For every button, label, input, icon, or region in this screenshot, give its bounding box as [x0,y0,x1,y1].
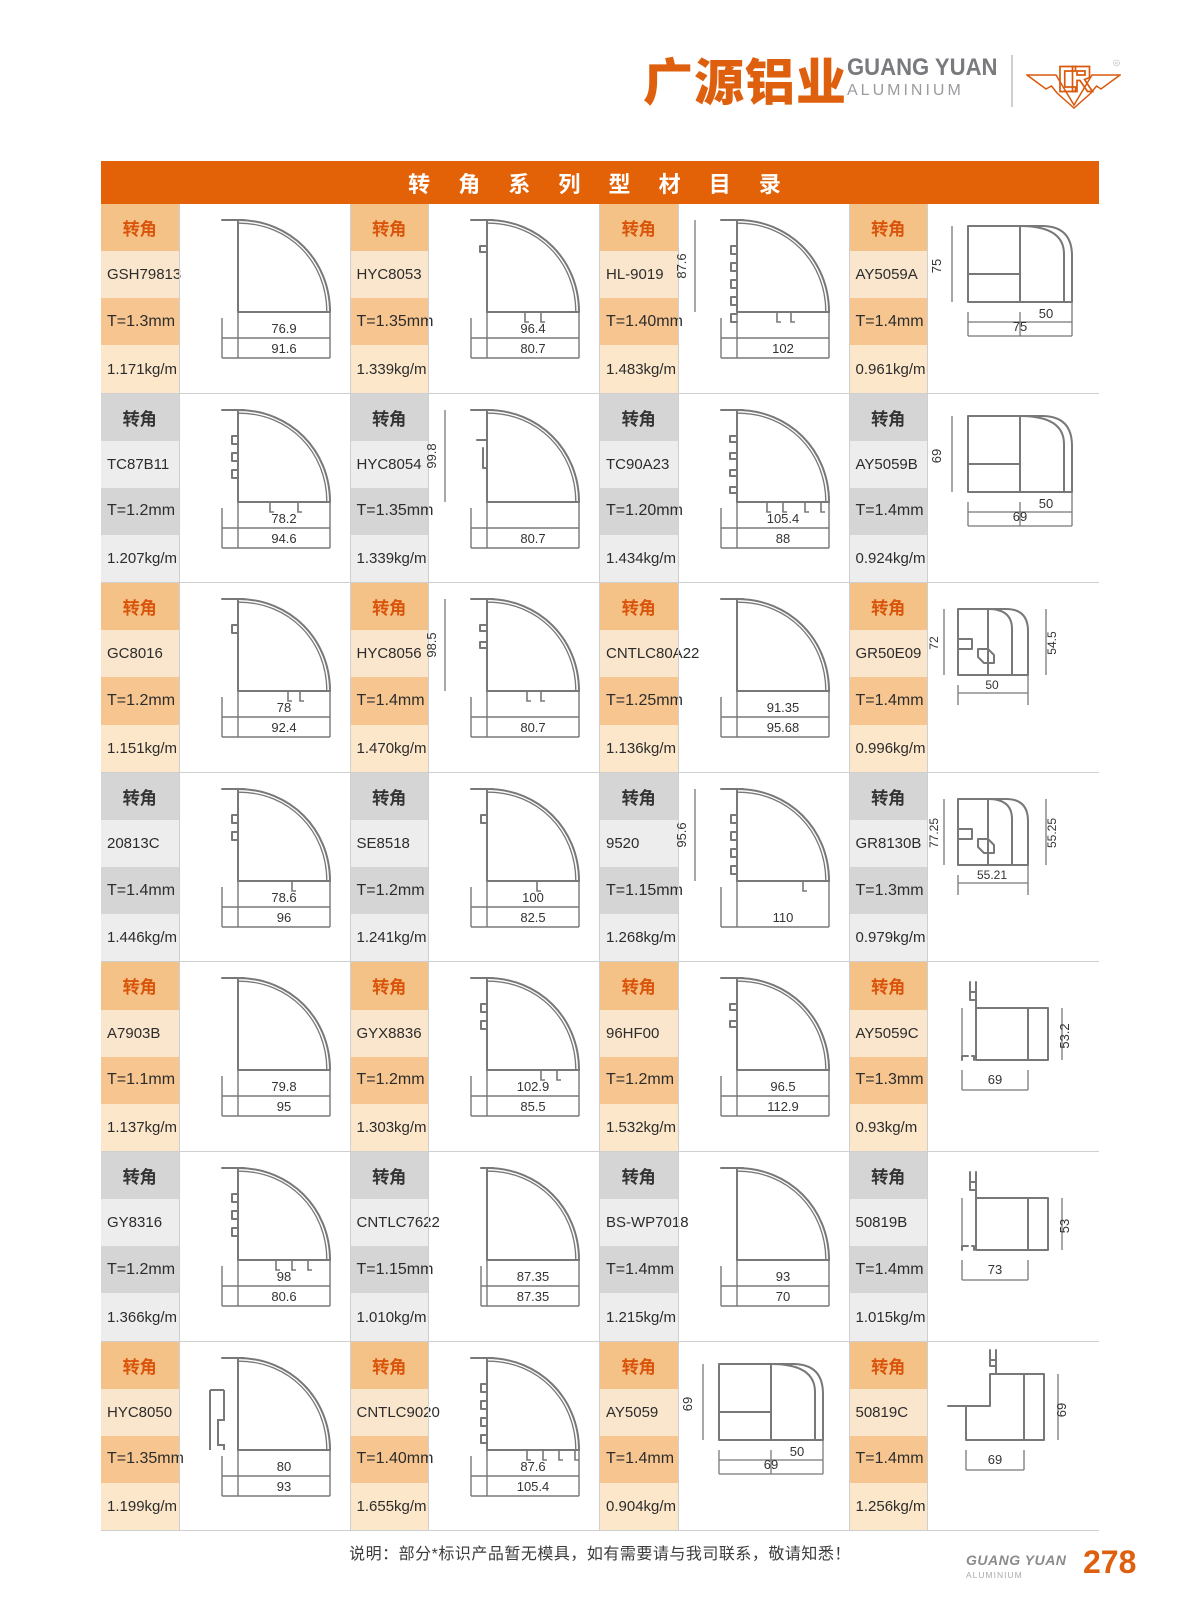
svg-text:69: 69 [680,1396,695,1410]
svg-text:87.35: 87.35 [517,1269,550,1284]
svg-text:98: 98 [276,1269,290,1284]
svg-text:87.35: 87.35 [517,1289,550,1304]
svg-text:93: 93 [775,1269,789,1284]
svg-text:80.7: 80.7 [520,720,545,735]
svg-text:95.6: 95.6 [674,822,689,847]
svg-text:50: 50 [789,1444,803,1459]
svg-text:75: 75 [1013,319,1027,334]
svg-text:76.9: 76.9 [271,321,296,336]
svg-text:54.5: 54.5 [1045,631,1059,655]
svg-text:98.5: 98.5 [424,633,439,658]
svg-text:92.4: 92.4 [271,720,296,735]
svg-text:50: 50 [1039,306,1053,321]
svg-text:99.8: 99.8 [424,443,439,468]
svg-text:73: 73 [988,1262,1002,1277]
svg-text:80.7: 80.7 [520,341,545,356]
svg-text:112.9: 112.9 [767,1099,799,1114]
svg-text:78.2: 78.2 [271,511,296,526]
svg-text:110: 110 [772,910,793,925]
svg-text:105.4: 105.4 [517,1479,550,1494]
svg-text:80: 80 [276,1459,290,1474]
svg-text:100: 100 [522,890,544,905]
svg-text:87.6: 87.6 [520,1459,545,1474]
svg-text:55.21: 55.21 [977,868,1007,882]
svg-text:78: 78 [276,700,290,715]
svg-text:102.9: 102.9 [517,1079,550,1094]
svg-text:69: 69 [1013,509,1027,524]
svg-text:91.35: 91.35 [766,700,799,715]
svg-text:95.68: 95.68 [766,720,799,735]
svg-text:R: R [1115,62,1118,66]
svg-text:50: 50 [1039,496,1053,511]
svg-text:85.5: 85.5 [520,1099,545,1114]
svg-text:78.6: 78.6 [271,890,296,905]
svg-text:69: 69 [763,1457,777,1472]
svg-text:69: 69 [1054,1402,1069,1416]
svg-text:102: 102 [772,341,794,356]
svg-text:94.6: 94.6 [271,531,296,546]
svg-text:91.6: 91.6 [271,341,296,356]
svg-text:69: 69 [988,1452,1002,1467]
svg-text:96.5: 96.5 [770,1079,795,1094]
svg-text:80.7: 80.7 [520,531,545,546]
svg-text:95: 95 [276,1099,290,1114]
svg-text:87.6: 87.6 [674,253,689,278]
svg-text:69: 69 [988,1072,1002,1087]
svg-text:88: 88 [775,531,789,546]
svg-text:72: 72 [927,636,941,650]
svg-text:53: 53 [1057,1219,1072,1233]
svg-text:80.6: 80.6 [271,1289,296,1304]
svg-text:79.8: 79.8 [271,1079,296,1094]
svg-text:55.25: 55.25 [1045,817,1059,847]
svg-text:50: 50 [985,678,999,692]
svg-text:105.4: 105.4 [766,511,799,526]
svg-text:70: 70 [775,1289,789,1304]
svg-text:77.25: 77.25 [927,817,941,847]
svg-text:93: 93 [276,1479,290,1494]
svg-text:82.5: 82.5 [520,910,545,925]
svg-text:96.4: 96.4 [520,321,545,336]
svg-text:53.2: 53.2 [1057,1024,1072,1049]
svg-text:75: 75 [929,259,944,273]
svg-text:96: 96 [276,910,290,925]
svg-text:69: 69 [929,448,944,462]
